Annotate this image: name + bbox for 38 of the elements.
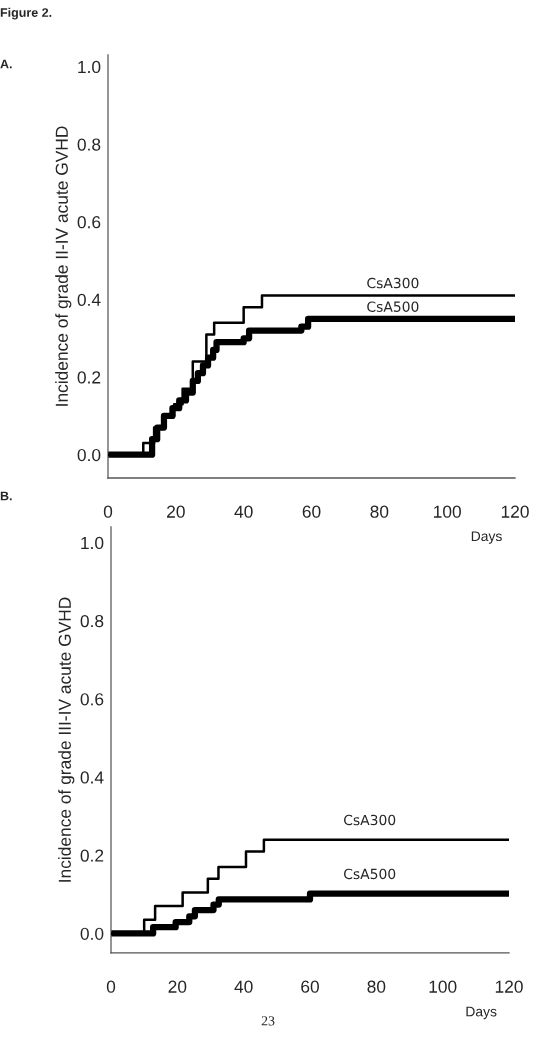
x-tick-label: 20	[167, 505, 185, 518]
x-tick-label: 80	[367, 980, 386, 993]
y-tick-label: 0.6	[77, 216, 101, 229]
x-tick-label: 20	[168, 980, 187, 993]
series-label: CsA300	[344, 814, 396, 826]
x-tick-label: 80	[370, 505, 389, 518]
x-axis-title: Days	[466, 1006, 497, 1020]
y-axis-title: Incidence of grade III-IV acute GVHD	[58, 597, 75, 882]
y-tick-label: 0.2	[80, 849, 104, 862]
x-tick-label: 0	[103, 505, 113, 518]
x-tick-label: 120	[501, 505, 529, 518]
y-tick-label: 0.0	[77, 448, 101, 462]
y-tick-label: 0.0	[80, 927, 104, 940]
x-tick-label: 40	[234, 505, 253, 518]
text: 23	[261, 1016, 275, 1026]
y-axis-title: Incidence of grade II-IV acute GVHD	[55, 126, 72, 406]
series-label: CsA300	[367, 277, 419, 289]
caption: Figure 2.	[0, 7, 52, 20]
y-tick-label: 0.8	[80, 614, 104, 628]
text: A.	[0, 59, 12, 69]
y-tick-label: 0.4	[80, 771, 104, 784]
x-tick-label: 0	[106, 980, 116, 993]
x-tick-label: 100	[434, 505, 461, 518]
x-tick-label: 60	[302, 505, 321, 518]
y-tick-label: 1.0	[81, 536, 104, 550]
x-axis-title: Days	[471, 531, 502, 544]
x-tick-label: 60	[301, 980, 319, 993]
x-tick-label: 100	[429, 980, 457, 993]
y-tick-label: 0.6	[80, 693, 104, 706]
x-tick-label: 40	[234, 980, 253, 993]
y-tick-label: 0.8	[77, 138, 101, 151]
x-tick-label: 120	[495, 980, 523, 993]
y-tick-label: 0.4	[77, 293, 101, 306]
series-label: CsA500	[344, 868, 396, 880]
series-label: CsA500	[367, 301, 419, 312]
y-tick-label: 0.2	[77, 371, 101, 384]
text: B.	[0, 491, 12, 501]
y-tick-label: 1.0	[78, 60, 101, 74]
